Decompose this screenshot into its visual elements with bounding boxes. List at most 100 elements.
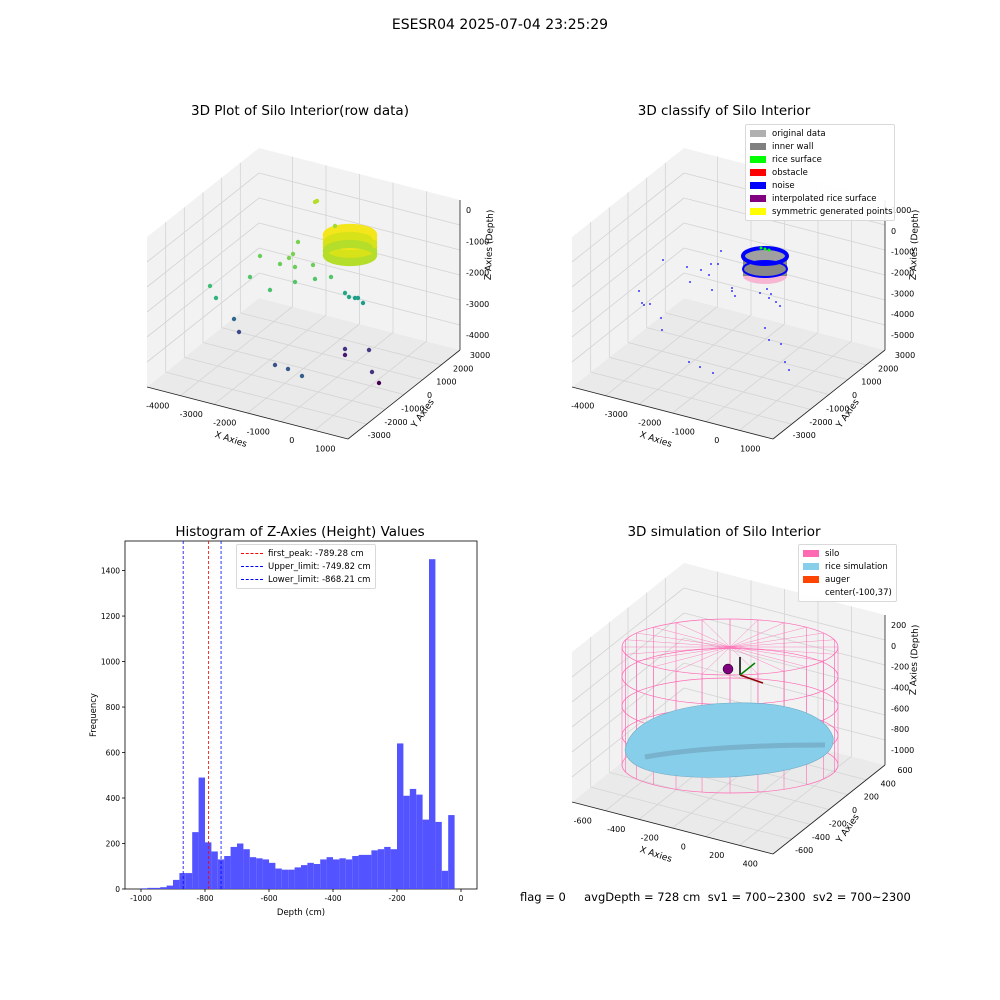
histogram-bar xyxy=(243,849,250,889)
plot4-legend: silo rice simulation auger center(-100,37) xyxy=(798,544,897,602)
plot2-x-tick-label: -1000 xyxy=(672,427,695,436)
histogram-bar xyxy=(371,850,378,889)
plot1-data-point xyxy=(342,290,348,296)
plot1-data-point xyxy=(346,294,352,300)
legend-entry: noise xyxy=(750,179,890,192)
histogram-bar xyxy=(275,868,282,889)
histogram-bar xyxy=(345,859,353,889)
plot1-data-point xyxy=(299,373,305,379)
histogram-bar xyxy=(441,870,449,889)
plot4-silo-spoke xyxy=(675,646,731,672)
histogram-bar xyxy=(262,859,269,889)
plot1-x-tick-label: -2000 xyxy=(213,419,236,428)
histogram-bar xyxy=(403,795,410,889)
plot4-3d-simulation: -600-400-20002004006004002000-200-400-60… xyxy=(571,563,921,869)
plot4-silo-spoke xyxy=(729,646,785,672)
legend-line xyxy=(241,579,263,580)
plot4-z-tick-label: -400 xyxy=(891,684,909,693)
plot1-y-tick-label: 3000 xyxy=(470,351,490,360)
plot2-y-tick-label: 2000 xyxy=(878,364,898,373)
plot2-noise-point xyxy=(662,259,664,261)
plot1-x-tick-label: -1000 xyxy=(247,427,270,436)
legend-label: silo xyxy=(825,548,840,559)
plot1-data-point xyxy=(372,236,378,241)
plot2-noise-point xyxy=(720,250,722,252)
histogram-bar xyxy=(339,858,346,889)
plot2-y-tick-label: -3000 xyxy=(793,431,816,440)
plot4-silo-spoke xyxy=(729,646,759,675)
histogram-y-tick-label: 1400 xyxy=(101,567,120,576)
plot4-x-axis-label: X Axies xyxy=(638,845,673,865)
plot1-x-axis-line xyxy=(146,386,349,440)
legend-label: center(-100,37) xyxy=(825,587,892,598)
plot1-y-axis-label: Y Axies xyxy=(409,397,437,430)
legend-entry: Lower_limit: -868.21 cm xyxy=(241,573,371,586)
histogram-y-tick-label: 600 xyxy=(106,749,121,758)
plot2-noise-point xyxy=(660,317,662,319)
legend-label: auger xyxy=(825,574,850,585)
plot1-data-point xyxy=(290,251,296,257)
histogram-bar xyxy=(397,743,404,889)
legend-swatch xyxy=(750,169,766,176)
plot2-z-tick-label: -2000 xyxy=(891,269,914,278)
legend-swatch xyxy=(803,563,819,570)
plot4-center-marker xyxy=(722,663,734,675)
plot1-data-point xyxy=(372,252,378,257)
histogram-bar xyxy=(448,815,455,889)
legend-entry: Upper_limit: -749.82 cm xyxy=(241,560,371,573)
plot2-x-tick-label: -4000 xyxy=(571,401,594,410)
plot2-y-tick-label: 3000 xyxy=(895,351,915,360)
plot4-auger-axis xyxy=(739,674,764,684)
plot1-data-point xyxy=(267,287,273,293)
histogram-y-tick-label: 1200 xyxy=(101,612,120,621)
plot1-z-axis-label: Z Axies (Depth) xyxy=(484,210,496,281)
plot2-noise-point xyxy=(731,287,733,289)
histogram-bar xyxy=(173,879,180,889)
plot4-rice-surface xyxy=(624,702,834,778)
plot2-noise-point xyxy=(775,301,777,303)
legend-entry: silo xyxy=(803,547,892,560)
plot1-y-tick-label: -3000 xyxy=(368,431,391,440)
plot1-data-point xyxy=(207,283,213,289)
histogram-bar xyxy=(141,888,148,889)
plot2-z-tick-label: 1000 xyxy=(891,206,911,215)
histogram-bar xyxy=(429,559,436,889)
plot1-data-point xyxy=(369,369,375,375)
plot2-noise-point xyxy=(759,292,761,294)
histogram-bar xyxy=(198,777,205,889)
plot2-noise-point xyxy=(710,263,712,265)
plot4-silo-spoke xyxy=(625,639,731,648)
plot1-data-point xyxy=(213,295,219,301)
plot2-noise-point xyxy=(661,329,663,331)
plot2-x-axis-line xyxy=(571,386,774,440)
legend-swatch xyxy=(803,550,819,557)
plot1-data-point xyxy=(257,253,263,259)
plot2-noise-point xyxy=(641,302,643,304)
legend-label: rice simulation xyxy=(825,561,888,572)
legend-swatch xyxy=(750,195,766,202)
plot2-z-tick-label: -3000 xyxy=(891,289,914,298)
plot1-data-point xyxy=(360,300,366,306)
plot4-silo-spoke xyxy=(653,627,731,648)
plot2-noise-point xyxy=(717,263,719,265)
plot2-x-tick-label: -2000 xyxy=(638,419,661,428)
legend-label: symmetric generated points xyxy=(772,206,893,217)
plot4-silo-spoke xyxy=(701,619,731,648)
plot1-data-point xyxy=(342,352,348,358)
plot4-y-tick-label: -600 xyxy=(795,846,813,855)
plot4-auger-axis xyxy=(739,662,756,676)
histogram-bar xyxy=(313,863,321,889)
plot1-y-tick-label: -1000 xyxy=(401,404,424,413)
legend-label: noise xyxy=(772,180,795,191)
plot1-grid-line xyxy=(146,172,260,263)
histogram-bar xyxy=(416,794,423,889)
plot1-y-tick-label: 0 xyxy=(427,391,432,400)
histogram-x-tick-label: -200 xyxy=(388,894,405,903)
plot4-z-axis-label: Z Axies (Depth) xyxy=(909,625,921,696)
plot2-x-axis-label: X Axies xyxy=(638,430,673,450)
plot4-silo-spoke xyxy=(625,646,731,655)
plot1-x-tick-label: -3000 xyxy=(180,410,203,419)
plot2-grid-line xyxy=(571,172,685,263)
plot1-data-point xyxy=(366,347,372,353)
plot4-x-tick-label: 0 xyxy=(681,842,686,851)
